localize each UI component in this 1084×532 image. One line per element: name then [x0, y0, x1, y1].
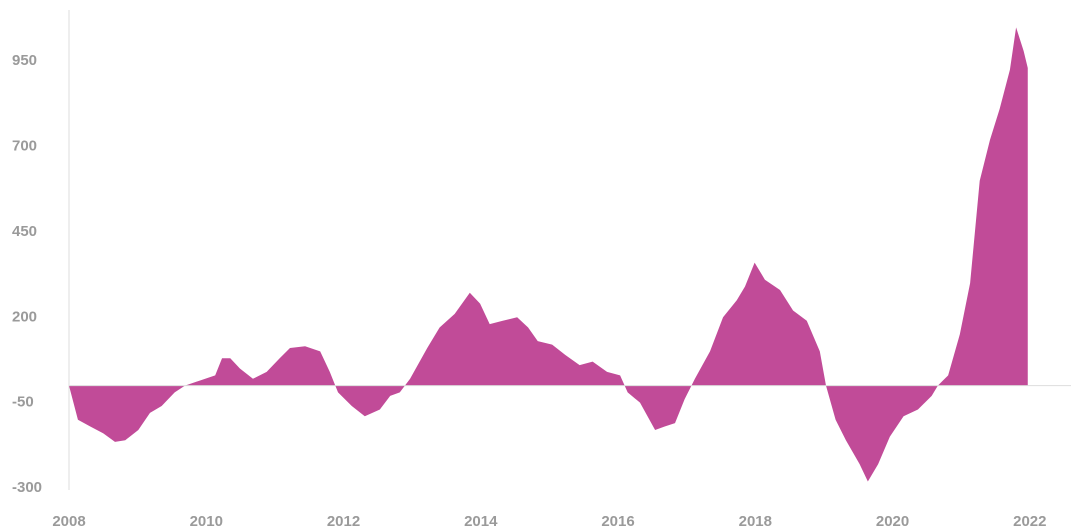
- y-tick-label: 950: [12, 52, 37, 69]
- x-tick-label: 2020: [876, 513, 909, 530]
- x-tick-label: 2008: [52, 513, 85, 530]
- x-tick-label: 2022: [1013, 513, 1046, 530]
- y-tick-label: -50: [12, 394, 34, 411]
- x-tick-label: 2012: [327, 513, 360, 530]
- area: [69, 27, 1028, 482]
- y-tick-label: 450: [12, 223, 37, 240]
- x-tick-label: 2016: [601, 513, 634, 530]
- x-tick-label: 2010: [190, 513, 223, 530]
- y-tick-label: 200: [12, 308, 37, 325]
- x-tick-label: 2014: [464, 513, 498, 530]
- y-tick-label: -300: [12, 479, 42, 496]
- y-tick-label: 700: [12, 138, 37, 155]
- x-tick-label: 2018: [739, 513, 772, 530]
